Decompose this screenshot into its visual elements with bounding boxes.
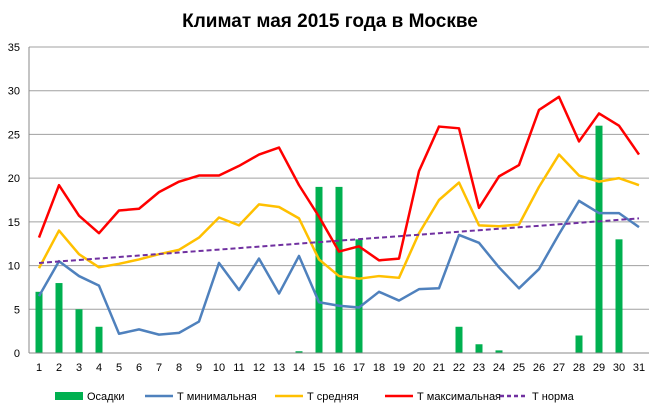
precip-bar [315, 186, 323, 353]
legend-swatch [55, 392, 83, 400]
x-tick-label: 5 [116, 362, 122, 374]
precip-bar [295, 351, 303, 353]
y-tick-label: 30 [8, 86, 20, 98]
x-tick-label: 7 [156, 362, 162, 374]
precip-bar [95, 326, 103, 353]
y-tick-label: 20 [8, 173, 20, 185]
x-tick-label: 25 [513, 362, 525, 374]
legend-label: Осадки [87, 391, 125, 403]
legend-label: Т средняя [307, 391, 359, 403]
y-tick-label: 15 [8, 217, 20, 229]
precip-bar [455, 326, 463, 353]
x-tick-label: 30 [613, 362, 625, 374]
precip-bar [495, 350, 503, 353]
chart-title: Климат мая 2015 года в Москве [182, 11, 478, 32]
legend-label: Т максимальная [417, 391, 501, 403]
legend-label: Т минимальная [177, 391, 257, 403]
series-line-1 [37, 199, 640, 336]
x-tick-label: 28 [573, 362, 585, 374]
precip-bar [35, 291, 43, 353]
x-tick-label: 17 [353, 362, 365, 374]
x-tick-label: 11 [233, 362, 244, 374]
x-tick-label: 16 [333, 362, 345, 374]
x-tick-label: 20 [413, 362, 425, 374]
legend-label: Т норма [532, 391, 575, 403]
x-tick-label: 13 [273, 362, 285, 374]
x-tick-label: 4 [96, 362, 102, 374]
precip-bar [615, 239, 623, 353]
precip-bar [55, 283, 63, 353]
precip-bar [75, 309, 83, 353]
y-tick-label: 10 [8, 261, 20, 273]
series-line-4 [38, 217, 640, 264]
x-tick-label: 8 [176, 362, 182, 374]
series-line-2 [37, 153, 640, 280]
x-tick-label: 12 [253, 362, 265, 374]
x-tick-label: 2 [56, 362, 62, 374]
x-tick-label: 1 [36, 362, 42, 374]
x-tick-label: 10 [213, 362, 225, 374]
x-tick-label: 15 [313, 362, 325, 374]
precip-bar [355, 239, 363, 353]
x-tick-label: 31 [633, 362, 645, 374]
x-tick-label: 26 [533, 362, 545, 374]
x-tick-label: 24 [493, 362, 505, 374]
series-line-3 [37, 95, 641, 262]
y-tick-label: 25 [8, 129, 20, 141]
x-tick-label: 21 [433, 362, 445, 374]
y-tick-label: 35 [8, 42, 20, 54]
x-tick-label: 22 [453, 362, 465, 374]
y-tick-label: 5 [14, 304, 20, 316]
x-tick-label: 18 [373, 362, 385, 374]
x-tick-label: 6 [136, 362, 142, 374]
x-tick-label: 3 [76, 362, 82, 374]
y-tick-label: 0 [14, 348, 20, 360]
precip-bar [575, 335, 583, 353]
x-tick-label: 23 [473, 362, 485, 374]
precip-bar [595, 125, 603, 353]
x-tick-label: 29 [593, 362, 605, 374]
precip-bar [335, 186, 343, 353]
precip-bar [475, 344, 483, 353]
x-tick-label: 19 [393, 362, 405, 374]
x-tick-label: 27 [553, 362, 565, 374]
x-tick-label: 14 [293, 362, 305, 374]
x-tick-label: 9 [196, 362, 202, 374]
